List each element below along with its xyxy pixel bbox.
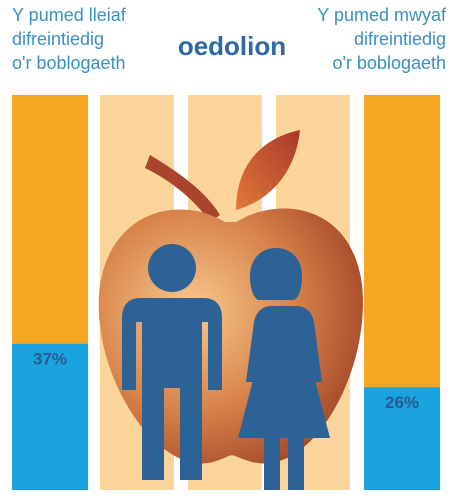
value-label: 37% (33, 349, 67, 368)
chart-title: oedolion (178, 31, 286, 61)
category-label: o'r boblogaeth (12, 53, 126, 73)
category-label: difreintiedig (12, 29, 104, 49)
value-label: 26% (385, 393, 419, 412)
category-label: Y pumed lleiaf (12, 5, 127, 25)
chart: oedolion 37% Y pumed lleiaf difreintiedig o… (0, 0, 468, 495)
category-label: Y pumed mwyaf (317, 5, 447, 25)
category-label: o'r boblogaeth (332, 53, 446, 73)
category-label: difreintiedig (354, 29, 446, 49)
